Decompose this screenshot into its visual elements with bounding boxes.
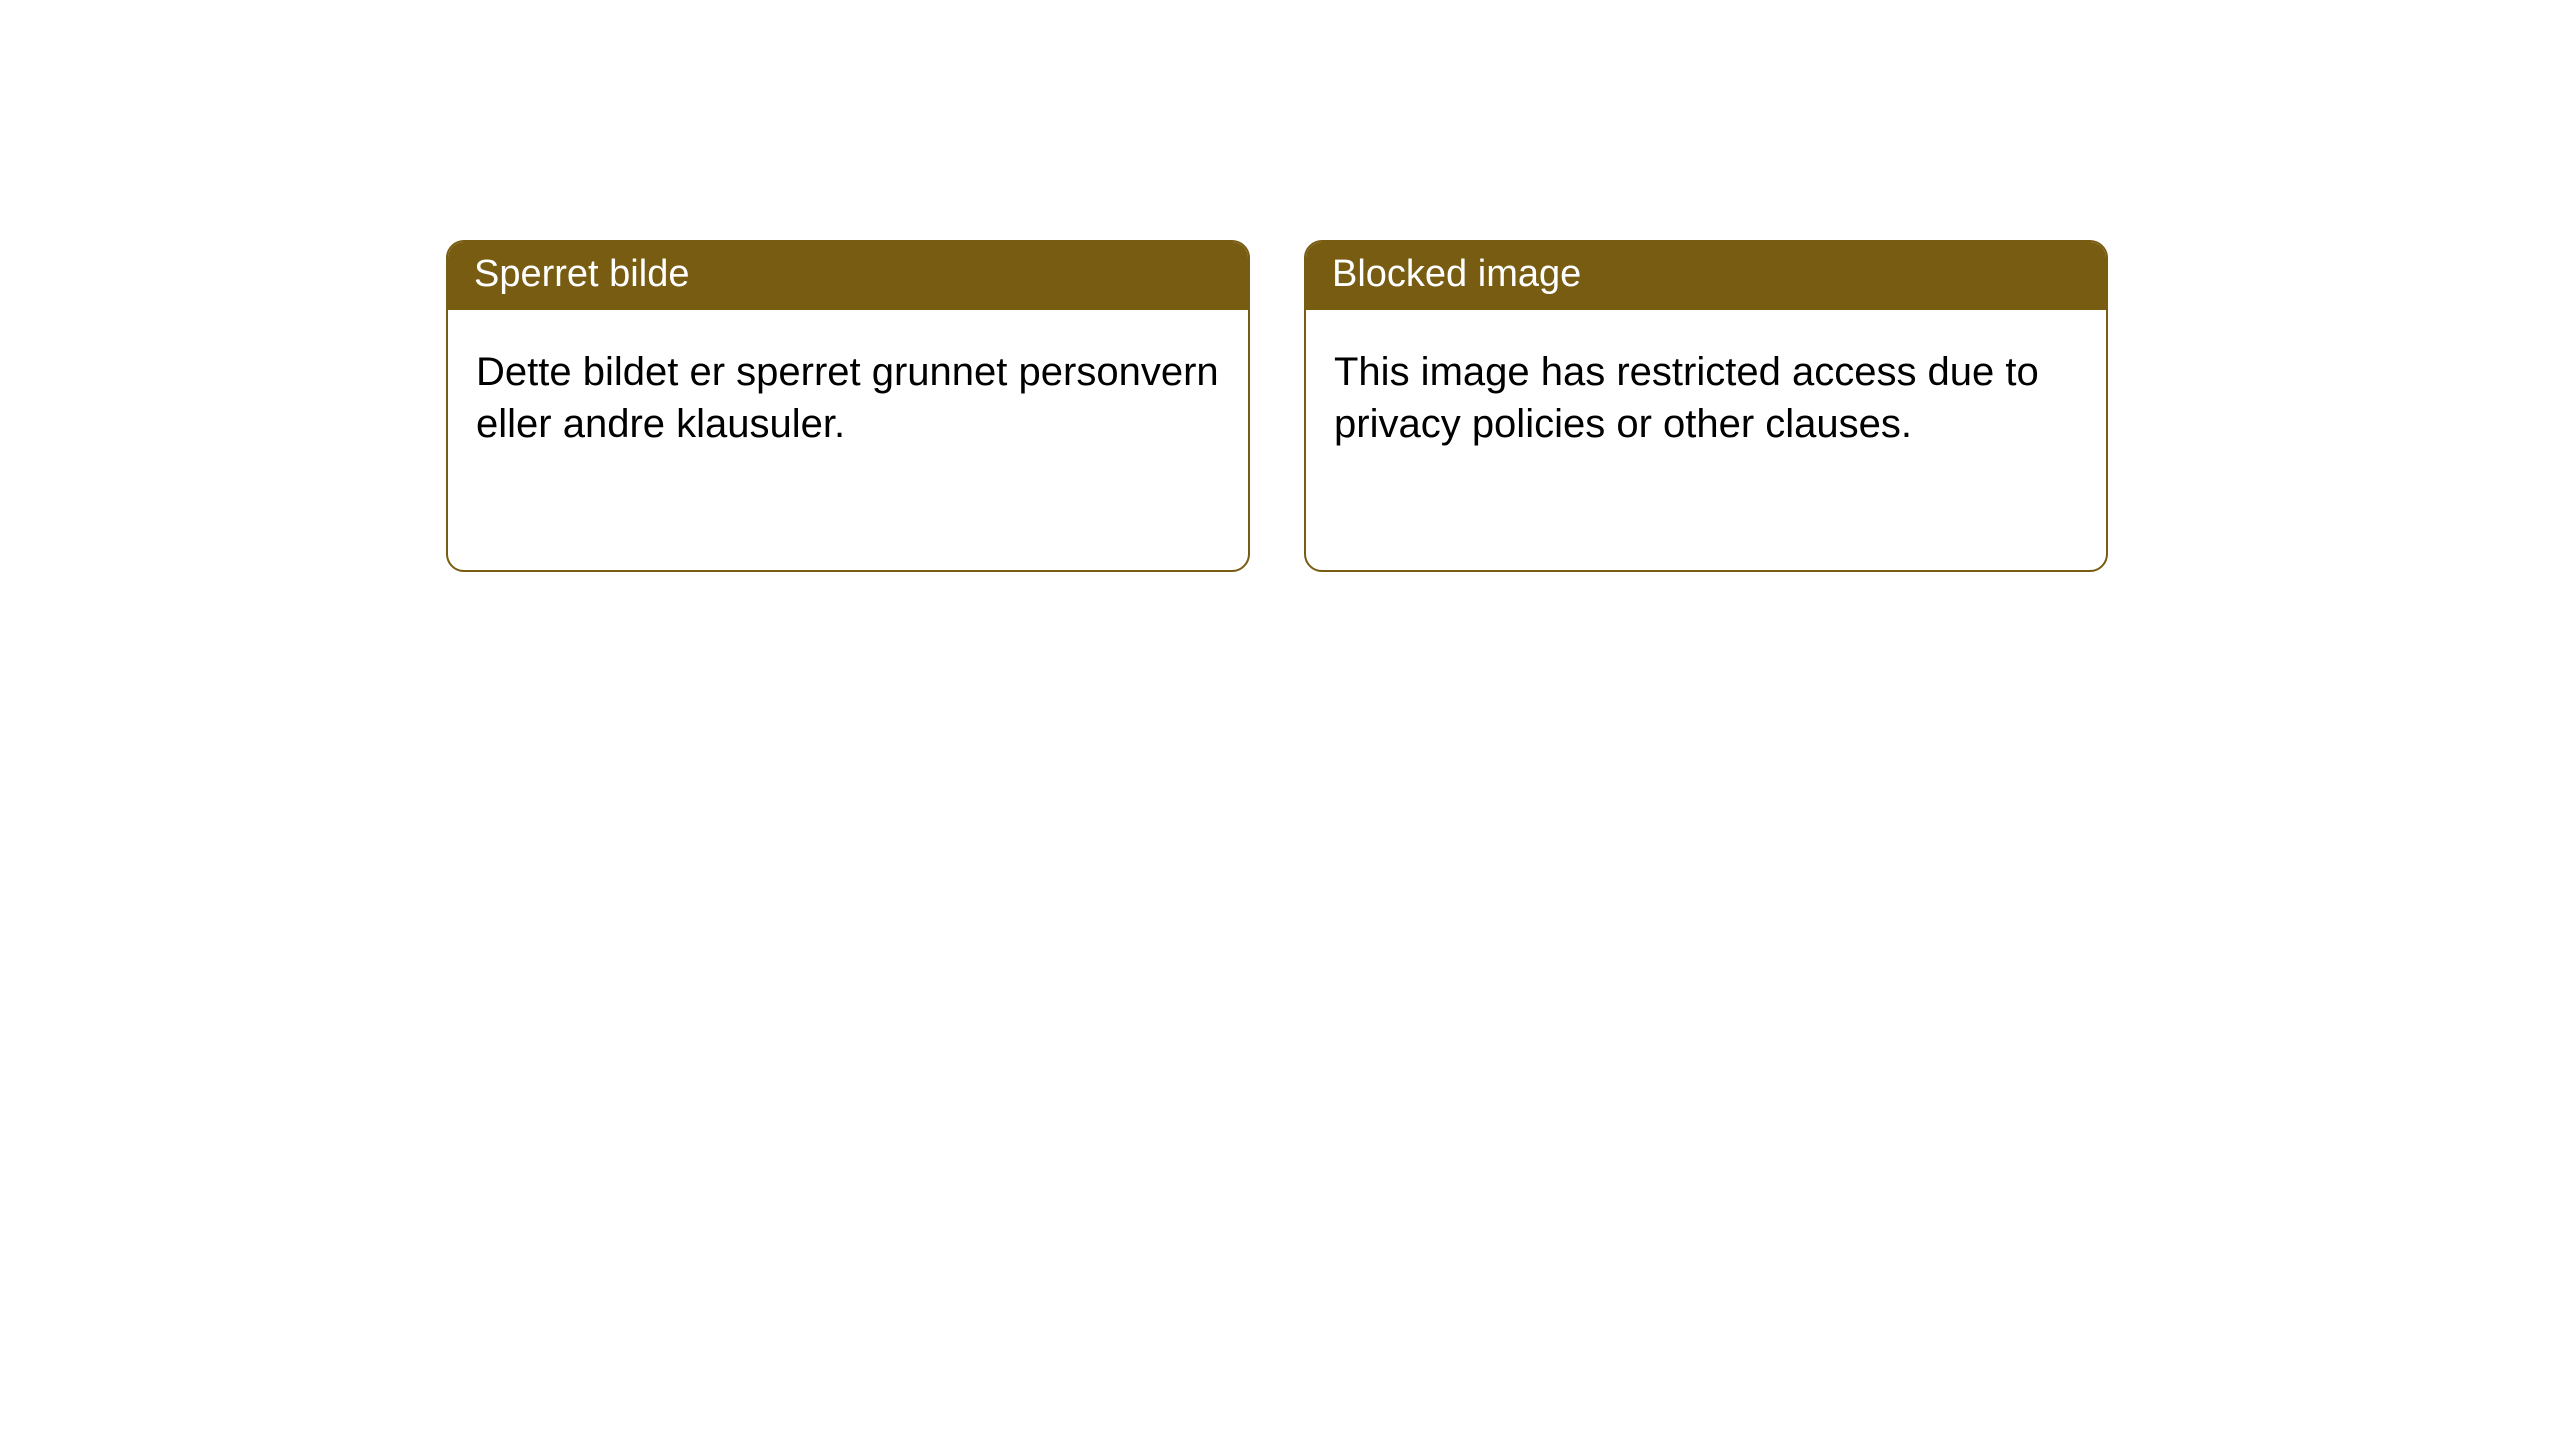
card-body: Dette bildet er sperret grunnet personve… — [448, 310, 1248, 478]
card-title: Sperret bilde — [474, 253, 689, 295]
card-message: This image has restricted access due to … — [1334, 350, 2039, 446]
blocked-image-card-norwegian: Sperret bilde Dette bildet er sperret gr… — [446, 240, 1250, 572]
card-header: Sperret bilde — [448, 242, 1248, 310]
card-header: Blocked image — [1306, 242, 2106, 310]
card-message: Dette bildet er sperret grunnet personve… — [476, 350, 1219, 446]
card-body: This image has restricted access due to … — [1306, 310, 2106, 478]
card-title: Blocked image — [1332, 253, 1581, 295]
notice-container: Sperret bilde Dette bildet er sperret gr… — [0, 0, 2560, 572]
blocked-image-card-english: Blocked image This image has restricted … — [1304, 240, 2108, 572]
